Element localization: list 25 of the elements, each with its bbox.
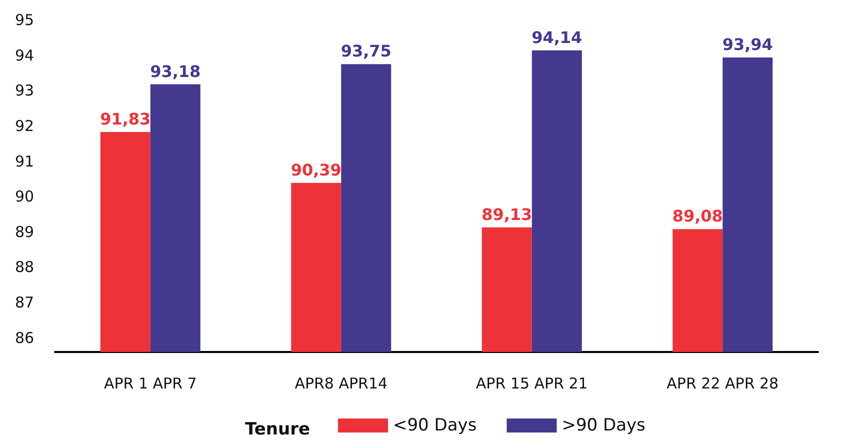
x-tick-label: APR8 APR14 — [294, 374, 388, 392]
x-tick-label: APR 15 APR 21 — [476, 374, 588, 392]
y-tick-label: 93 — [15, 82, 34, 100]
data-label: 93,18 — [150, 62, 201, 81]
y-tick-label: 89 — [15, 222, 34, 241]
y-tick-label: 95 — [15, 11, 34, 29]
y-tick-label: 87 — [15, 294, 34, 312]
data-label: 90,39 — [290, 160, 342, 180]
y-tick-label: 91 — [15, 152, 34, 170]
legend-label: <90 Days — [393, 416, 477, 436]
data-label: 89,13 — [482, 204, 532, 224]
legend-label: >90 Days — [562, 416, 646, 436]
y-tick-label: 86 — [15, 328, 34, 347]
y-tick-label: 94 — [15, 46, 34, 64]
x-tick-label: APR 22 APR 28 — [666, 374, 779, 392]
data-label: 94,14 — [532, 28, 582, 47]
data-label: 91,83 — [100, 109, 151, 128]
x-tick-label: APR 1 APR 7 — [104, 374, 197, 392]
data-label: 93,94 — [722, 34, 773, 54]
y-tick-label: 90 — [15, 188, 34, 206]
data-label: 93,75 — [340, 42, 392, 61]
data-label: 89,08 — [672, 206, 723, 226]
y-tick-label: 88 — [15, 258, 34, 276]
y-tick-label: 92 — [15, 116, 34, 135]
legend-title: Tenure — [245, 420, 310, 440]
